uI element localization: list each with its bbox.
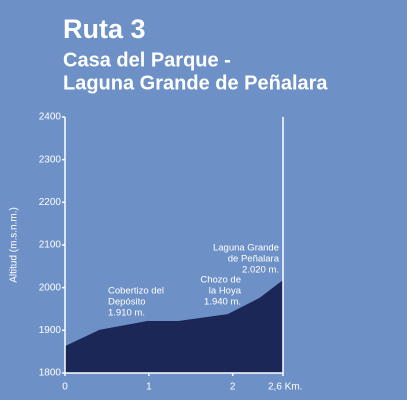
chart-subtitle: Casa del Parque -	[63, 49, 231, 71]
y-tick-label: 2100	[39, 240, 62, 251]
chart-title: Ruta 3	[63, 14, 146, 44]
y-tick-label: 2300	[39, 154, 62, 165]
annotation: Chozo de	[200, 275, 241, 286]
x-tick-label: 1	[146, 382, 152, 393]
annotation: 1.940 m.	[204, 297, 241, 308]
y-tick-label: 1800	[39, 368, 62, 379]
annotation: 2.020 m.	[242, 265, 279, 276]
annotation: de Peñalara	[228, 254, 280, 265]
annotation: Cobertizo del	[108, 286, 164, 297]
elevation-area	[65, 279, 283, 373]
y-tick-label: 1900	[39, 325, 62, 336]
y-tick-label: 2000	[39, 282, 62, 293]
y-tick-label: 2400	[39, 112, 62, 123]
annotation: 1.910 m.	[108, 308, 145, 319]
annotation: la Hoya	[209, 286, 242, 297]
y-tick-label: 2200	[39, 197, 62, 208]
chart-subtitle: Laguna Grande de Peñalara	[63, 72, 328, 94]
y-axis-label: Altitud (m.s.n.m.)	[9, 207, 20, 283]
x-tick-label: 0	[62, 382, 68, 393]
x-tick-label: 2	[230, 382, 236, 393]
x-tick-label: 2,6 Km.	[268, 382, 302, 393]
annotation: Laguna Grande	[213, 243, 279, 254]
annotation: Depósito	[108, 297, 146, 308]
